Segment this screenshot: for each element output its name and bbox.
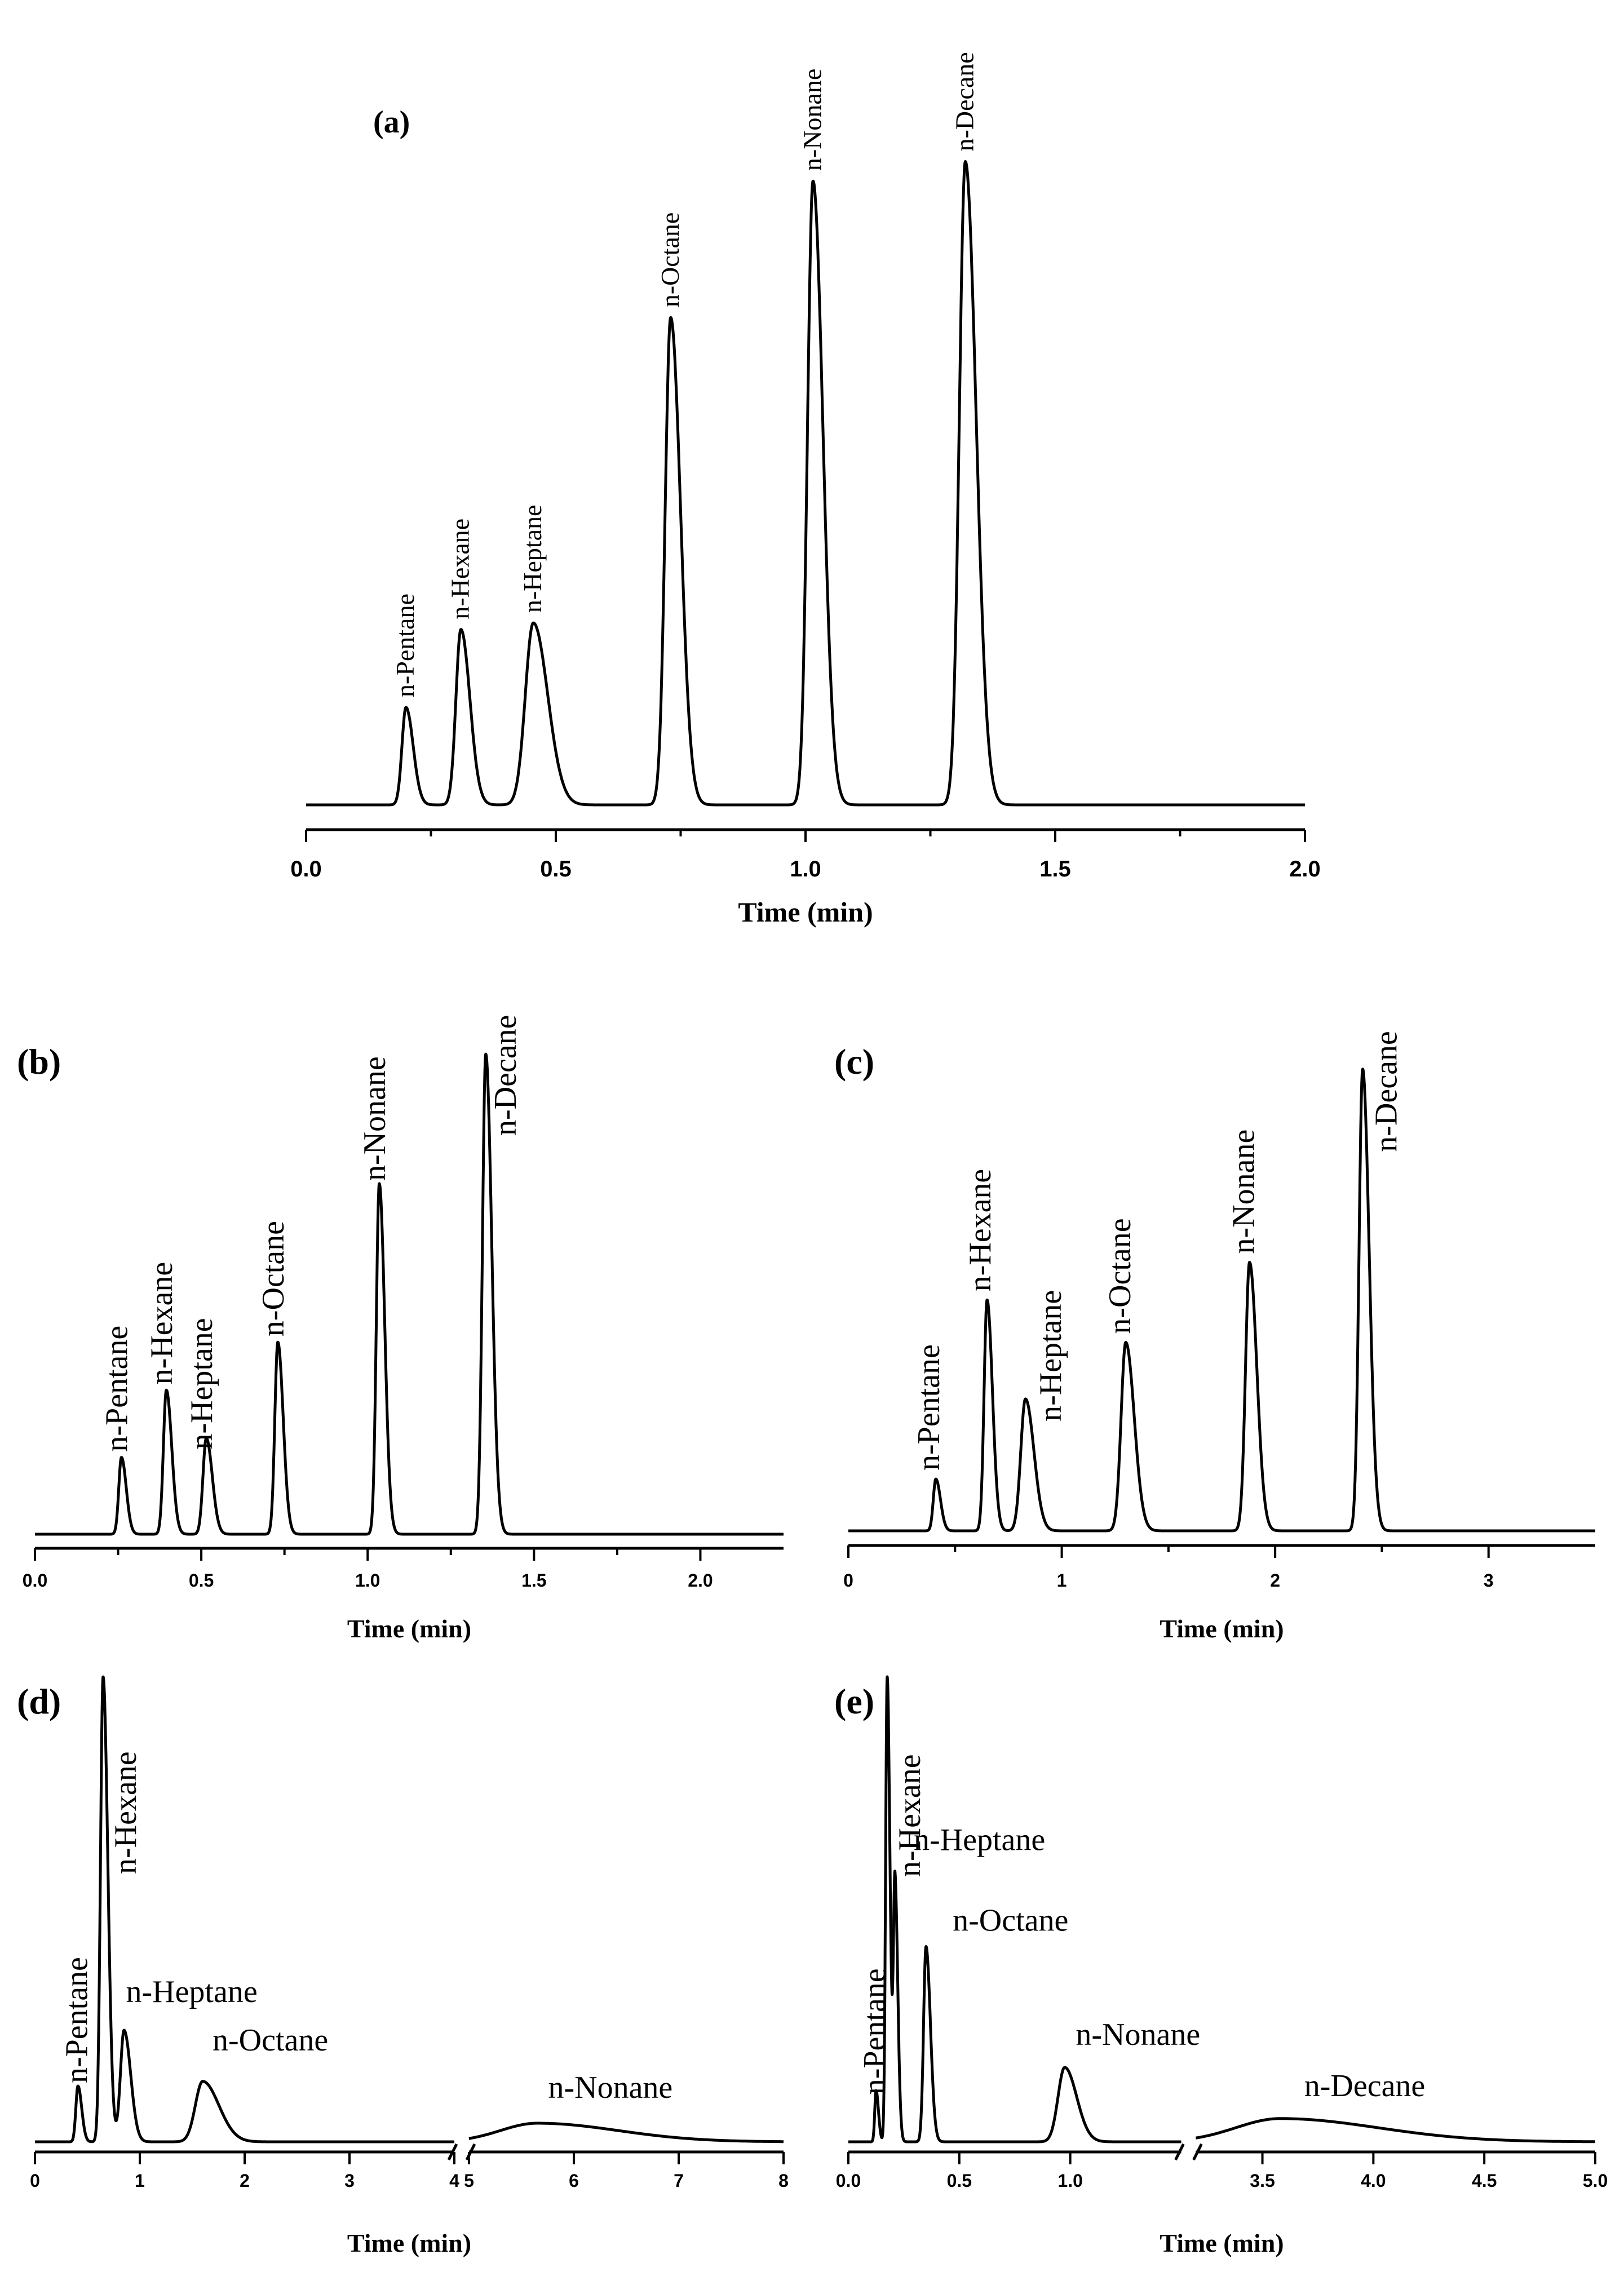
peak-label: n-Heptane (914, 1823, 1045, 1858)
x-axis-title: Time (min) (738, 896, 873, 928)
x-tick-label: 1 (135, 2171, 145, 2191)
x-tick-label: 1.0 (355, 1570, 380, 1591)
peak-label: n-Hexane (892, 1754, 927, 1877)
peak-label: n-Pentane (59, 1957, 94, 2083)
peak-label: n-Decane (1369, 1031, 1404, 1152)
chromatogram-trace-1 (847, 1068, 1597, 1533)
chart-panel-d: 0 1 2 3 4 5 6 7 8 Time (min) (d) n-Pentane n-Hexane n… (17, 1675, 789, 2257)
peak-label: n-Nonane (1076, 2017, 1200, 2052)
x-axis-title: Time (min) (347, 1614, 471, 1643)
peak-label: n-Pentane (911, 1344, 946, 1471)
x-tick-label: 0.5 (189, 1570, 214, 1591)
chromatogram-trace-1 (33, 1052, 785, 1536)
peak-label: n-Octane (953, 1903, 1068, 1938)
x-tick-label: 2 (240, 2171, 250, 2191)
x-tick-label: 3.5 (1250, 2171, 1275, 2191)
peak-label: n-Octane (256, 1221, 291, 1336)
x-tick-label: 2.0 (1289, 857, 1321, 882)
peak-label: n-Octane (656, 212, 684, 308)
axis-break-mark (1174, 2143, 1185, 2161)
peak-label: n-Hexane (446, 519, 475, 619)
peak-label: n-Nonane (357, 1056, 392, 1181)
chromatogram-trace-2 (1194, 2117, 1597, 2143)
peak-label: n-Heptane (518, 505, 547, 613)
chromatogram-trace-2 (467, 2122, 785, 2143)
x-tick-label: 0 (30, 2171, 40, 2191)
x-axis-title: Time (min) (1160, 1614, 1284, 1643)
peak-label: n-Nonane (798, 69, 826, 171)
peak-label: n-Heptane (126, 1974, 257, 2009)
x-tick-label: 2.0 (688, 1570, 713, 1591)
x-tick-label: 7 (674, 2171, 684, 2191)
peak-label: n-Nonane (1227, 1130, 1262, 1254)
x-axis-title: Time (min) (1160, 2229, 1284, 2257)
panel-label: (d) (17, 1681, 61, 1721)
peak-label: n-Octane (1103, 1218, 1138, 1334)
peak-label: n-Nonane (548, 2070, 672, 2105)
x-tick-label: 1.0 (1057, 2171, 1082, 2191)
peak-label: n-Heptane (184, 1318, 219, 1449)
chart-panel-a: 0.0 0.5 1.0 1.5 2.0 Time (min) (a) n-Pentane n-H… (290, 52, 1321, 928)
panel-label: (c) (834, 1042, 874, 1082)
x-tick-label: 8 (778, 2171, 789, 2191)
peak-label: n-Octane (213, 2023, 328, 2058)
x-tick-label: 4.0 (1361, 2171, 1386, 2191)
peak-label: n-Pentane (99, 1326, 134, 1452)
x-tick-label: 3 (344, 2171, 355, 2191)
x-tick-label: 0.0 (836, 2171, 861, 2191)
peak-label: n-Hexane (963, 1169, 998, 1292)
x-axis-title: Time (min) (347, 2229, 471, 2257)
peak-label: n-Decane (1304, 2069, 1426, 2103)
chromatogram-trace-1 (847, 1675, 1183, 2143)
axis-break-mark (1192, 2143, 1203, 2161)
x-tick-label: 3 (1484, 1570, 1494, 1591)
x-tick-label: 0.0 (290, 857, 322, 882)
x-tick-label: 0.5 (540, 857, 572, 882)
x-tick-label: 2 (1270, 1570, 1280, 1591)
x-tick-label: 1.0 (790, 857, 821, 882)
x-tick-label: 4 (449, 2171, 459, 2191)
panel-label: (b) (17, 1042, 61, 1082)
x-tick-label: 1.5 (521, 1570, 546, 1591)
chart-panel-e: 0.0 0.5 1.0 3.5 4.0 4.5 5.0 Time (min) (e) n-Pent… (834, 1675, 1608, 2257)
x-tick-label: 0 (843, 1570, 853, 1591)
x-tick-label: 0.5 (947, 2171, 972, 2191)
x-tick-label: 1.5 (1039, 857, 1071, 882)
chromatogram-trace-1 (33, 1675, 456, 2143)
panel-label: (a) (373, 105, 410, 140)
x-tick-label: 5 (464, 2171, 474, 2191)
x-tick-label: 0.0 (23, 1570, 47, 1591)
x-tick-label: 4.5 (1472, 2171, 1497, 2191)
panel-label: (e) (834, 1681, 874, 1721)
peak-label: n-Decane (488, 1015, 523, 1136)
peak-label: n-Pentane (391, 594, 419, 697)
peak-label: n-Hexane (144, 1262, 179, 1385)
chromatogram-trace-1 (305, 160, 1306, 807)
axis-break-mark (447, 2143, 458, 2161)
x-tick-label: 6 (569, 2171, 579, 2191)
chart-panel-b: 0.0 0.5 1.0 1.5 2.0 Time (min) (b) n-Pentane n-H… (17, 1015, 785, 1643)
peak-label: n-Pentane (857, 1968, 892, 2094)
chart-panel-c: 0 1 2 3 Time (min) (c) n-Pentane n-Hexane n-Hept… (834, 1031, 1597, 1643)
x-tick-label: 1 (1057, 1570, 1067, 1591)
peak-label: n-Hexane (108, 1751, 143, 1874)
peak-label: n-Decane (950, 52, 979, 151)
peak-label: n-Heptane (1033, 1290, 1068, 1421)
x-tick-label: 5.0 (1583, 2171, 1608, 2191)
